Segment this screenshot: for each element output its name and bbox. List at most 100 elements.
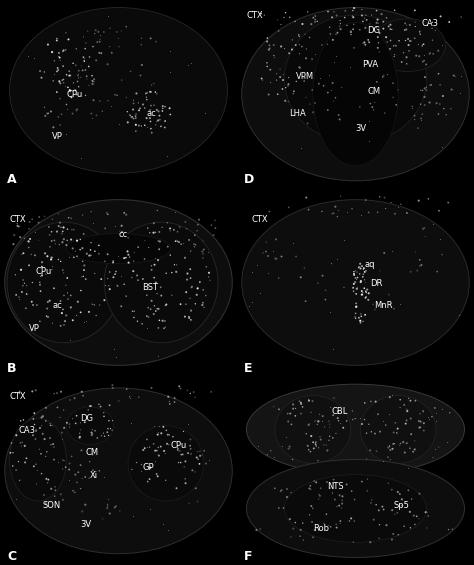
- Point: [157, 122, 165, 131]
- Point: [105, 281, 112, 290]
- Point: [448, 85, 456, 94]
- Point: [391, 209, 399, 218]
- Point: [337, 519, 344, 528]
- Point: [326, 23, 334, 32]
- Point: [381, 249, 388, 258]
- Point: [49, 76, 57, 85]
- Point: [49, 440, 57, 449]
- Point: [388, 25, 396, 34]
- Point: [338, 492, 346, 501]
- Point: [380, 71, 387, 80]
- Point: [248, 267, 255, 276]
- Point: [106, 285, 114, 294]
- Point: [273, 76, 280, 85]
- Point: [12, 466, 20, 475]
- Text: NTS: NTS: [327, 482, 344, 491]
- Point: [31, 251, 39, 260]
- Point: [91, 472, 99, 481]
- Point: [118, 271, 125, 280]
- Point: [333, 11, 340, 20]
- Point: [15, 293, 23, 302]
- Point: [106, 42, 113, 51]
- Point: [324, 7, 332, 16]
- Point: [302, 193, 310, 202]
- Point: [419, 57, 427, 66]
- Point: [157, 291, 165, 300]
- Point: [409, 102, 416, 111]
- Point: [161, 102, 169, 111]
- Text: 3V: 3V: [81, 520, 91, 529]
- Point: [277, 42, 285, 51]
- Point: [432, 409, 440, 418]
- Point: [175, 382, 183, 391]
- Point: [411, 445, 419, 454]
- Point: [48, 265, 55, 274]
- Point: [384, 70, 392, 79]
- Point: [396, 300, 404, 309]
- Point: [162, 301, 169, 310]
- Point: [50, 284, 58, 293]
- Point: [81, 56, 88, 66]
- Text: CPu: CPu: [66, 90, 82, 99]
- Point: [356, 102, 364, 111]
- Point: [205, 268, 213, 277]
- Point: [362, 286, 370, 295]
- Point: [411, 22, 419, 31]
- Point: [263, 58, 271, 67]
- Point: [147, 88, 155, 97]
- Point: [154, 430, 162, 439]
- Point: [51, 69, 58, 78]
- Point: [179, 450, 186, 459]
- Point: [59, 464, 66, 473]
- Point: [43, 304, 51, 313]
- Point: [323, 510, 330, 519]
- Point: [98, 431, 105, 440]
- Point: [337, 24, 345, 33]
- Point: [285, 444, 292, 453]
- Point: [393, 428, 401, 437]
- Point: [391, 439, 398, 448]
- Point: [54, 403, 61, 412]
- Point: [64, 236, 71, 245]
- Point: [411, 396, 419, 405]
- Point: [155, 236, 162, 245]
- Point: [284, 409, 292, 418]
- Point: [95, 48, 103, 57]
- Point: [72, 61, 80, 70]
- Point: [361, 415, 368, 424]
- Point: [169, 432, 177, 441]
- Point: [88, 109, 95, 118]
- Point: [44, 252, 51, 261]
- Point: [25, 261, 33, 270]
- Point: [120, 208, 128, 218]
- Point: [12, 290, 20, 299]
- Point: [68, 93, 75, 102]
- Point: [115, 396, 123, 405]
- Point: [112, 353, 119, 362]
- Point: [368, 496, 375, 505]
- Point: [289, 36, 296, 45]
- Point: [57, 55, 64, 64]
- Point: [296, 40, 303, 49]
- Point: [390, 529, 397, 538]
- Point: [159, 102, 166, 111]
- Point: [80, 266, 88, 275]
- Point: [319, 411, 327, 420]
- Point: [161, 117, 169, 126]
- Point: [32, 425, 40, 434]
- Point: [141, 236, 149, 245]
- Point: [72, 247, 79, 256]
- Point: [162, 323, 169, 332]
- Point: [40, 67, 48, 76]
- Point: [65, 213, 73, 222]
- Point: [327, 29, 334, 38]
- Point: [96, 97, 103, 106]
- Point: [422, 508, 429, 517]
- Point: [411, 34, 419, 43]
- Point: [379, 416, 386, 425]
- Point: [93, 37, 101, 46]
- Point: [302, 45, 310, 54]
- Point: [77, 286, 85, 295]
- Point: [124, 233, 132, 242]
- Point: [79, 391, 87, 400]
